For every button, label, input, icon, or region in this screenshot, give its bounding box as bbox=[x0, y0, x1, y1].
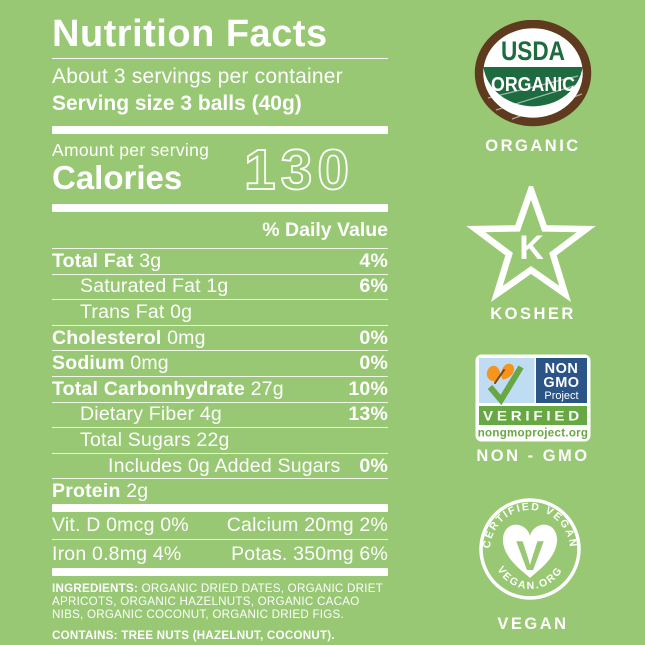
serving-size: Serving size 3 balls (40g) bbox=[52, 92, 302, 115]
ingredients-text: ORGANIC DRIED DATES, ORGANIC DRIET APRIC… bbox=[52, 581, 383, 621]
servings-per-container: About 3 servings per container bbox=[52, 65, 343, 88]
nutrient-row: Trans Fat 0g bbox=[52, 300, 388, 326]
micronutrient-right: Potas. 350mg 6% bbox=[231, 542, 388, 565]
micronutrient-row: Vit. D 0mcg 0% Calcium 20mg 2% bbox=[52, 512, 388, 541]
project-text: Project bbox=[544, 390, 578, 402]
nutrient-label: Total Carbonhydrate 27g bbox=[52, 377, 284, 400]
usda-field-lines-icon bbox=[487, 75, 583, 120]
grass-check-icon bbox=[487, 365, 524, 406]
star-icon bbox=[466, 186, 596, 302]
daily-value-header: % Daily Value bbox=[262, 219, 388, 241]
nutrient-row: Total Sugars 22g bbox=[52, 428, 388, 454]
svg-text:V: V bbox=[516, 532, 544, 579]
nutrient-label: Saturated Fat 1g bbox=[80, 275, 229, 298]
calories-value: 130 bbox=[244, 138, 354, 202]
nutrient-row: Sodium 0mg 0% bbox=[52, 351, 388, 377]
thick-divider bbox=[52, 126, 388, 134]
calories-block: Amount per serving Calories 130 bbox=[52, 137, 388, 203]
daily-value-percent: 0% bbox=[359, 352, 388, 375]
nutrient-row: Total Fat 3g 4% bbox=[52, 249, 388, 275]
nutrient-label: Total Sugars 22g bbox=[80, 428, 230, 451]
nutrient-row: Cholesterol 0mg 0% bbox=[52, 326, 388, 352]
vegan-caption: VEGAN bbox=[497, 615, 569, 633]
kosher-k-letter: K bbox=[519, 229, 544, 267]
organic-caption: ORGANIC bbox=[485, 137, 581, 155]
thick-divider bbox=[52, 204, 388, 212]
nutrient-label: Includes 0g Added Sugars bbox=[108, 454, 341, 477]
nutrient-label: Sodium 0mg bbox=[52, 352, 169, 375]
kosher-caption: KOSHER bbox=[490, 305, 576, 323]
thick-divider bbox=[52, 567, 388, 576]
ingredients-label: INGREDIENTS: bbox=[52, 581, 139, 595]
daily-value-percent: 13% bbox=[348, 403, 388, 426]
non-gmo-caption: NON - GMO bbox=[476, 447, 590, 465]
daily-value-percent: 0% bbox=[359, 454, 388, 477]
non-gmo-blue-panel bbox=[536, 358, 587, 403]
gmo-text: GMO bbox=[543, 375, 579, 391]
usda-organic-text: ORGANIC bbox=[491, 73, 575, 96]
panel-title: Nutrition Facts bbox=[52, 14, 388, 59]
calories-label: Calories bbox=[52, 159, 183, 196]
micronutrient-right: Calcium 20mg 2% bbox=[226, 514, 388, 537]
nutrient-label: Trans Fat 0g bbox=[80, 300, 193, 323]
butterfly-icon bbox=[486, 363, 515, 384]
daily-value-percent: 10% bbox=[348, 377, 388, 400]
nutrient-row: Saturated Fat 1g 6% bbox=[52, 275, 388, 301]
verified-bar bbox=[479, 406, 587, 425]
nutrient-rows: Total Fat 3g 4% Saturated Fat 1g 6% Trans Fa… bbox=[52, 248, 388, 504]
nutrient-row: Includes 0g Added Sugars 0% bbox=[52, 454, 388, 480]
verified-text: VERIFIED bbox=[483, 408, 583, 424]
calories-value-outline: 130 bbox=[243, 137, 350, 203]
amount-per-serving-label: Amount per serving bbox=[52, 140, 210, 160]
nutrient-row: Total Carbonhydrate 27g 10% bbox=[52, 377, 388, 403]
micronutrient-rows: Vit. D 0mcg 0% Calcium 20mg 2% Iron 0.8mg … bbox=[52, 512, 388, 568]
certified-vegan-seal: CERTIFIED VEGAN VEGAN.ORG V bbox=[479, 498, 581, 600]
daily-value-percent: 0% bbox=[359, 326, 388, 349]
usda-text: USDA bbox=[501, 36, 565, 66]
nutrition-facts-panel: Nutrition Facts About 3 servings per con… bbox=[52, 14, 388, 642]
micronutrient-left: Vit. D 0mcg 0% bbox=[52, 514, 189, 537]
thick-divider bbox=[52, 503, 388, 512]
micronutrient-row: Iron 0.8mg 4% Potas. 350mg 6% bbox=[52, 540, 388, 568]
daily-value-percent: 4% bbox=[359, 249, 388, 272]
non-gmo-url: nongmoproject.org bbox=[478, 428, 589, 440]
nutrient-label: Protein 2g bbox=[52, 480, 149, 503]
vegan-circle bbox=[479, 498, 581, 600]
heart-v-icon: V bbox=[502, 524, 558, 579]
nutrient-row: Protein 2g bbox=[52, 479, 388, 504]
usda-organic-seal: USDA ORGANIC bbox=[474, 20, 592, 127]
micronutrient-left: Iron 0.8mg 4% bbox=[52, 542, 182, 565]
nutrient-row: Dietary Fiber 4g 13% bbox=[52, 403, 388, 429]
nutrient-label: Dietary Fiber 4g bbox=[80, 403, 222, 426]
contains-statement: CONTAINS: TREE NUTS (HAZELNUT, COCONUT). bbox=[52, 628, 335, 642]
nutrient-label: Total Fat 3g bbox=[52, 249, 162, 272]
non-text: NON bbox=[545, 361, 579, 377]
daily-value-percent: 6% bbox=[359, 275, 388, 298]
kosher-star-seal: K bbox=[466, 186, 596, 302]
nutrient-label: Cholesterol 0mg bbox=[52, 326, 206, 349]
ingredients: INGREDIENTS: ORGANIC DRIED DATES, ORGANI… bbox=[52, 581, 388, 622]
non-gmo-verified-seal: NON GMO Project VERIFIED nongmoproject.o… bbox=[475, 354, 591, 442]
